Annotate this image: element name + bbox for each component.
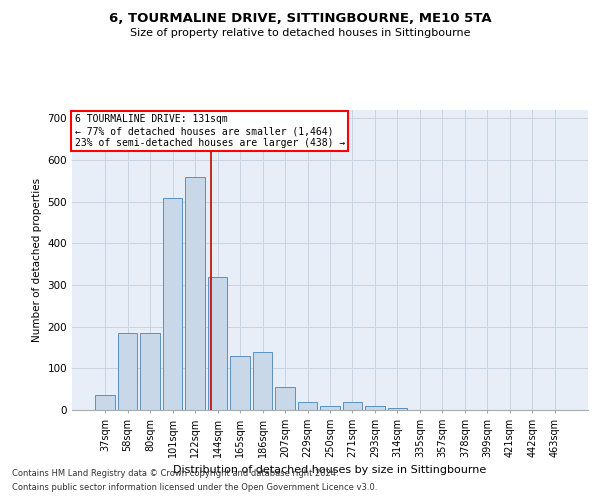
X-axis label: Distribution of detached houses by size in Sittingbourne: Distribution of detached houses by size … xyxy=(173,466,487,475)
Bar xyxy=(208,276,227,410)
Bar xyxy=(140,333,160,410)
Bar xyxy=(118,333,137,410)
Bar xyxy=(388,408,407,410)
Text: 6, TOURMALINE DRIVE, SITTINGBOURNE, ME10 5TA: 6, TOURMALINE DRIVE, SITTINGBOURNE, ME10… xyxy=(109,12,491,26)
Text: Contains public sector information licensed under the Open Government Licence v3: Contains public sector information licen… xyxy=(12,484,377,492)
Bar xyxy=(320,406,340,410)
Bar xyxy=(163,198,182,410)
Y-axis label: Number of detached properties: Number of detached properties xyxy=(32,178,42,342)
Text: Contains HM Land Registry data © Crown copyright and database right 2024.: Contains HM Land Registry data © Crown c… xyxy=(12,468,338,477)
Text: Size of property relative to detached houses in Sittingbourne: Size of property relative to detached ho… xyxy=(130,28,470,38)
Bar xyxy=(230,356,250,410)
Bar xyxy=(253,352,272,410)
Text: 6 TOURMALINE DRIVE: 131sqm
← 77% of detached houses are smaller (1,464)
23% of s: 6 TOURMALINE DRIVE: 131sqm ← 77% of deta… xyxy=(74,114,345,148)
Bar xyxy=(95,396,115,410)
Bar xyxy=(275,387,295,410)
Bar xyxy=(343,402,362,410)
Bar xyxy=(365,406,385,410)
Bar xyxy=(185,176,205,410)
Bar xyxy=(298,402,317,410)
